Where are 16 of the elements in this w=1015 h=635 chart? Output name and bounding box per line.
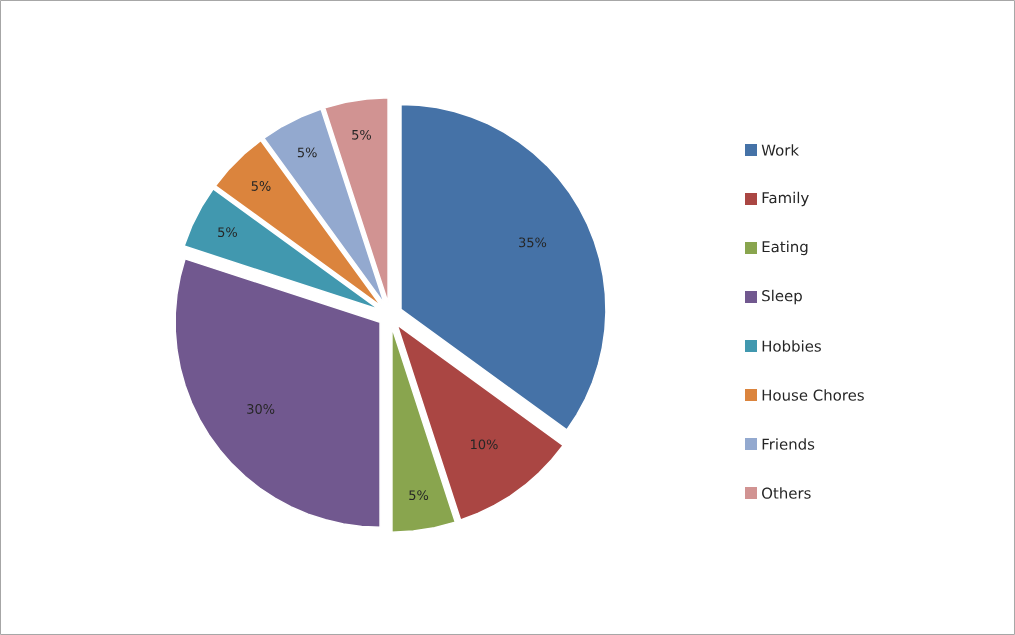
legend-label: Friends — [762, 438, 815, 450]
legend-label: Hobbies — [762, 340, 821, 352]
data-label: 10% — [471, 439, 498, 450]
data-label: 5% — [409, 490, 429, 501]
legend-label: Family — [762, 191, 809, 207]
data-label: 5% — [251, 181, 271, 191]
legend-label: House Chores — [762, 389, 864, 401]
data-label: 5% — [218, 227, 237, 238]
legend-label: Sleep — [762, 289, 802, 305]
data-label: 5% — [352, 129, 372, 140]
data-label: 5% — [297, 147, 317, 158]
legend-label: Eating — [762, 240, 808, 256]
data-label: 30% — [247, 404, 275, 414]
legend-label: Work — [761, 144, 800, 156]
legend-label: Others — [762, 487, 811, 499]
data-label: 35% — [519, 237, 547, 248]
